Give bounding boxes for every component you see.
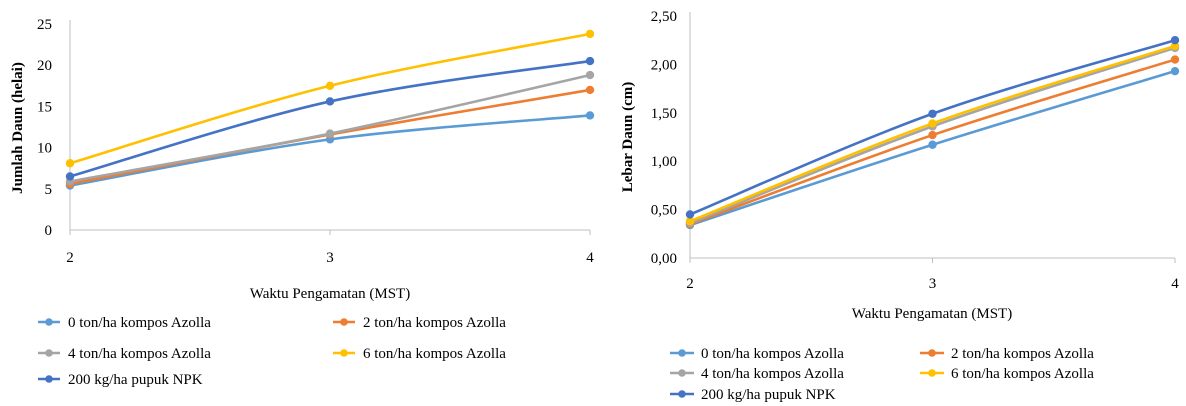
y-tick-label: 0,00 xyxy=(651,251,677,267)
y-tick-label: 5 xyxy=(45,182,53,198)
legend-marker xyxy=(340,349,348,357)
legend-label: 6 ton/ha kompos Azolla xyxy=(363,346,506,362)
series-line xyxy=(69,114,591,187)
data-point xyxy=(1170,66,1180,76)
legend-marker xyxy=(45,375,53,383)
legend-marker xyxy=(45,349,53,357)
legend-label: 2 ton/ha kompos Azolla xyxy=(363,315,506,331)
data-point xyxy=(585,70,595,80)
x-tick-label: 3 xyxy=(326,250,334,266)
legend-label: 0 ton/ha kompos Azolla xyxy=(68,315,211,331)
data-point xyxy=(585,85,595,95)
x-tick-label: 2 xyxy=(686,276,694,292)
data-point xyxy=(65,172,75,181)
legend-marker xyxy=(678,369,686,377)
y-tick-label: 2,00 xyxy=(651,57,677,73)
data-point xyxy=(928,130,937,140)
data-point xyxy=(1170,41,1180,51)
data-point xyxy=(325,129,335,138)
chart-leaf-width: 0,00 0,50 1,00 1,50 2,00 2,50 2 3 4 Waktu Pengama… xyxy=(620,9,1179,403)
data-point xyxy=(685,210,695,219)
data-point xyxy=(325,81,335,91)
legend-label: 0 ton/ha kompos Azolla xyxy=(701,346,844,362)
legend-marker xyxy=(678,390,686,398)
chart-leaf-count: 0 5 10 15 20 25 2 3 4 Waktu Pengamatan (MST) Jumla… xyxy=(10,17,594,388)
data-point xyxy=(928,119,937,128)
legend-label: 200 kg/ha pupuk NPK xyxy=(68,372,203,388)
legend-label: 200 kg/ha pupuk NPK xyxy=(701,387,836,403)
y-axis-title: Jumlah Daun (helai) xyxy=(10,62,26,194)
data-point xyxy=(1170,55,1180,64)
data-point xyxy=(928,109,937,118)
legend-marker xyxy=(928,369,936,377)
data-point xyxy=(585,56,595,66)
x-tick-label: 4 xyxy=(1171,276,1179,292)
y-tick-label: 0 xyxy=(45,223,53,239)
legend-marker xyxy=(45,318,53,326)
data-point xyxy=(928,140,937,149)
data-point xyxy=(685,217,695,226)
data-point xyxy=(1170,36,1180,45)
x-tick-label: 3 xyxy=(929,276,937,292)
y-tick-label: 0,50 xyxy=(651,203,677,219)
data-point xyxy=(585,29,595,39)
data-point xyxy=(325,97,335,106)
x-tick-label: 2 xyxy=(66,250,74,266)
y-axis-title: Lebar Daun (cm) xyxy=(620,82,636,193)
y-tick-label: 10 xyxy=(37,141,52,157)
series-line xyxy=(69,59,591,178)
y-tick-label: 25 xyxy=(37,17,52,33)
data-point xyxy=(585,111,595,120)
legend-label: 4 ton/ha kompos Azolla xyxy=(701,366,844,382)
y-tick-label: 15 xyxy=(37,99,52,115)
legend-label: 4 ton/ha kompos Azolla xyxy=(68,346,211,362)
legend-label: 2 ton/ha kompos Azolla xyxy=(951,346,1094,362)
y-tick-label: 1,00 xyxy=(651,154,677,170)
legend-label: 6 ton/ha kompos Azolla xyxy=(951,366,1094,382)
x-axis-title: Waktu Pengamatan (MST) xyxy=(852,306,1012,322)
legend-marker xyxy=(678,349,686,357)
y-tick-label: 2,50 xyxy=(651,9,677,25)
x-axis-title: Waktu Pengamatan (MST) xyxy=(250,286,410,302)
legend-marker xyxy=(340,318,348,326)
x-tick-label: 4 xyxy=(586,250,594,266)
y-tick-label: 1,50 xyxy=(651,106,677,122)
y-tick-label: 20 xyxy=(37,58,52,74)
series-line xyxy=(69,73,591,183)
legend-marker xyxy=(928,349,936,357)
data-point xyxy=(65,159,75,168)
